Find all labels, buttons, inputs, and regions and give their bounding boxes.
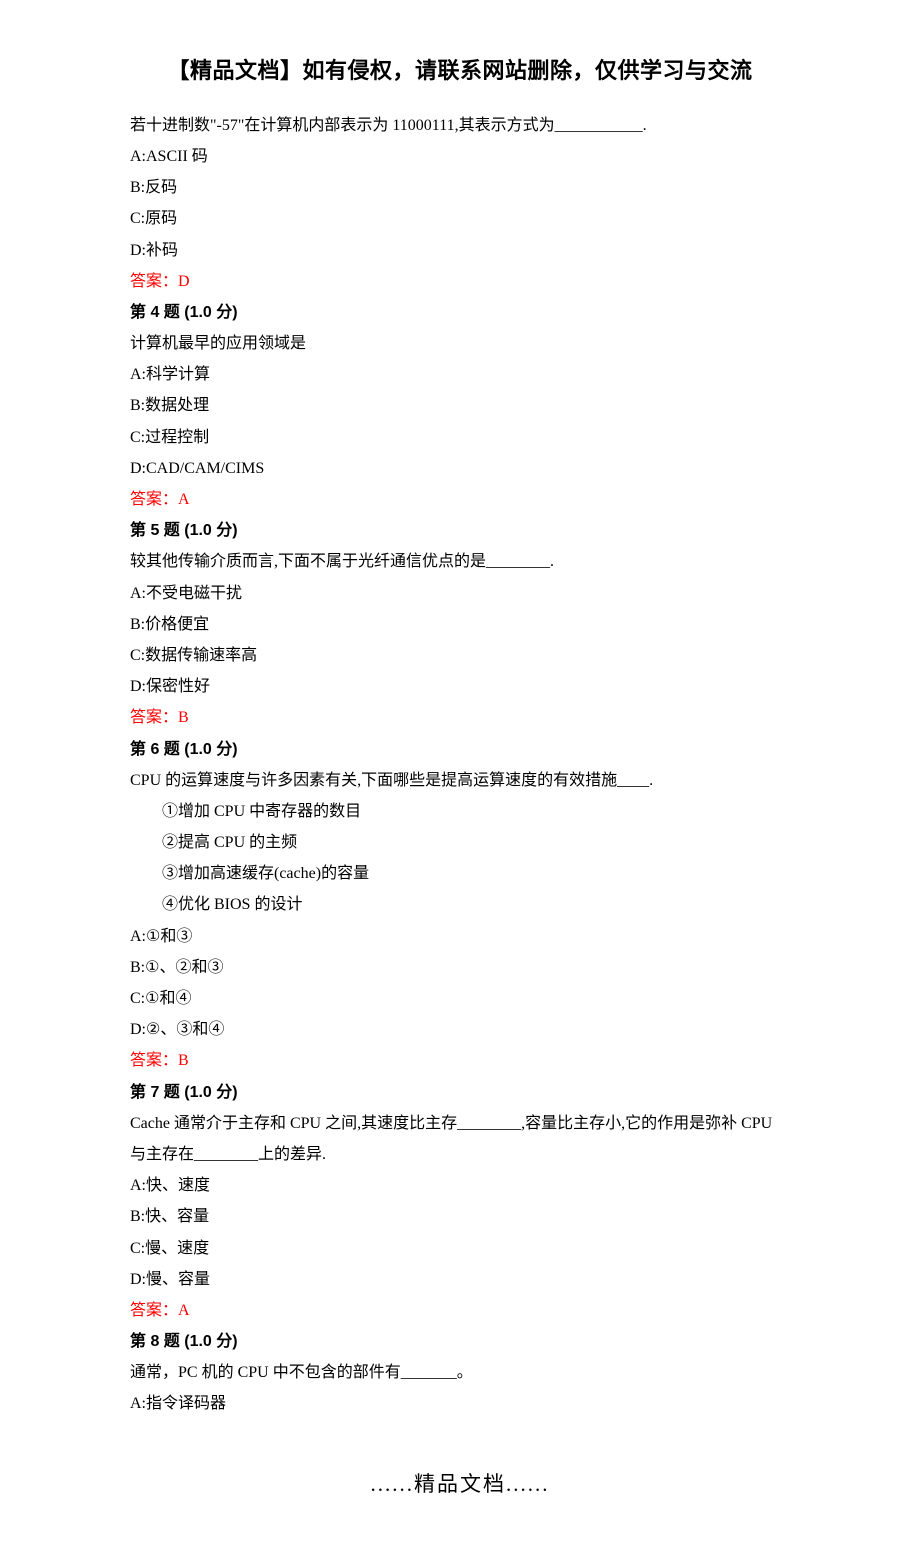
question-stem: 计算机最早的应用领域是 — [130, 328, 790, 359]
question-subitem: ③增加高速缓存(cache)的容量 — [130, 858, 790, 889]
question-subitem: ①增加 CPU 中寄存器的数目 — [130, 796, 790, 827]
question-option: D:保密性好 — [130, 671, 790, 702]
question-stem: 若十进制数"-57"在计算机内部表示为 11000111,其表示方式为_____… — [130, 110, 790, 141]
question-option: A:科学计算 — [130, 359, 790, 390]
question-title: 第 8 题 (1.0 分) — [130, 1326, 790, 1357]
question-title: 第 6 题 (1.0 分) — [130, 734, 790, 765]
question-option: D:②、③和④ — [130, 1014, 790, 1045]
question-option: B:①、②和③ — [130, 952, 790, 983]
question-title: 第 7 题 (1.0 分) — [130, 1077, 790, 1108]
question-option: A:ASCII 码 — [130, 141, 790, 172]
question-option: A:①和③ — [130, 921, 790, 952]
question-option: D:补码 — [130, 235, 790, 266]
question-answer: 答案：D — [130, 266, 790, 297]
question-option: D:慢、容量 — [130, 1264, 790, 1295]
question-answer: 答案：A — [130, 1295, 790, 1326]
question-answer: 答案：B — [130, 702, 790, 733]
question-option: D:CAD/CAM/CIMS — [130, 453, 790, 484]
question-stem: CPU 的运算速度与许多因素有关,下面哪些是提高运算速度的有效措施____. — [130, 765, 790, 796]
question-stem: Cache 通常介于主存和 CPU 之间,其速度比主存________,容量比主… — [130, 1108, 790, 1170]
question-option: B:快、容量 — [130, 1201, 790, 1232]
question-stem: 通常，PC 机的 CPU 中不包含的部件有_______。 — [130, 1357, 790, 1388]
page-header-title: 【精品文档】如有侵权，请联系网站删除，仅供学习与交流 — [130, 50, 790, 92]
question-subitem: ④优化 BIOS 的设计 — [130, 889, 790, 920]
question-option: C:过程控制 — [130, 422, 790, 453]
question-option: C:慢、速度 — [130, 1233, 790, 1264]
page-footer: ......精品文档...... — [130, 1465, 790, 1505]
question-option: C:原码 — [130, 203, 790, 234]
question-option: C:①和④ — [130, 983, 790, 1014]
question-option: C:数据传输速率高 — [130, 640, 790, 671]
question-subitem: ②提高 CPU 的主频 — [130, 827, 790, 858]
question-option: A:指令译码器 — [130, 1388, 790, 1419]
question-title: 第 4 题 (1.0 分) — [130, 297, 790, 328]
question-stem: 较其他传输介质而言,下面不属于光纤通信优点的是________. — [130, 546, 790, 577]
question-title: 第 5 题 (1.0 分) — [130, 515, 790, 546]
question-option: B:价格便宜 — [130, 609, 790, 640]
question-option: B:反码 — [130, 172, 790, 203]
question-option: B:数据处理 — [130, 390, 790, 421]
question-answer: 答案：A — [130, 484, 790, 515]
question-option: A:快、速度 — [130, 1170, 790, 1201]
question-answer: 答案：B — [130, 1045, 790, 1076]
question-option: A:不受电磁干扰 — [130, 578, 790, 609]
